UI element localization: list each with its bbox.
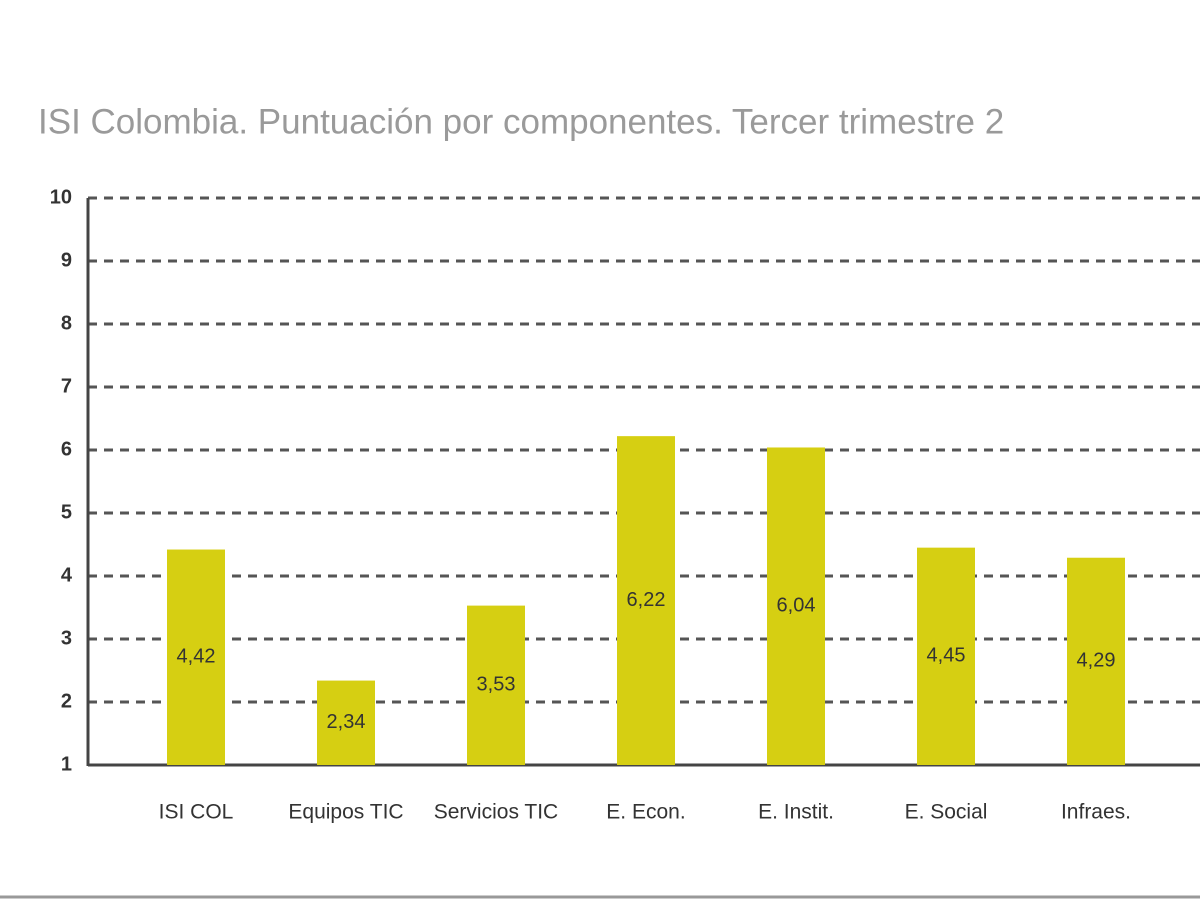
y-tick-label: 2 bbox=[61, 690, 72, 712]
y-tick-label: 7 bbox=[61, 375, 72, 397]
y-tick-label: 1 bbox=[61, 753, 72, 775]
value-label: 4,42 bbox=[177, 646, 216, 668]
x-tick-label: E. Social bbox=[905, 801, 988, 824]
x-tick-label: E. Econ. bbox=[606, 801, 685, 824]
bar bbox=[1067, 557, 1125, 765]
y-tick-label: 10 bbox=[50, 186, 72, 208]
value-label: 6,22 bbox=[627, 589, 666, 611]
x-tick-label: Servicios TIC bbox=[434, 801, 558, 824]
y-tick-label: 6 bbox=[61, 438, 72, 460]
bar bbox=[617, 436, 675, 765]
bar bbox=[917, 547, 975, 765]
chart-title: ISI Colombia. Puntuación por componentes… bbox=[38, 102, 1004, 141]
bar bbox=[167, 549, 225, 765]
value-label: 3,53 bbox=[477, 674, 516, 696]
x-tick-label: E. Instit. bbox=[758, 801, 834, 824]
bar bbox=[317, 680, 375, 765]
value-label: 4,45 bbox=[927, 645, 966, 667]
y-tick-label: 9 bbox=[61, 249, 72, 271]
x-tick-label: Equipos TIC bbox=[288, 801, 403, 824]
x-tick-label: ISI COL bbox=[159, 801, 234, 824]
bar bbox=[467, 605, 525, 765]
value-label: 2,34 bbox=[327, 711, 366, 733]
y-tick-label: 5 bbox=[61, 501, 72, 523]
bar bbox=[767, 447, 825, 765]
y-tick-label: 4 bbox=[61, 564, 73, 586]
x-tick-label: Infraes. bbox=[1061, 801, 1131, 824]
y-tick-label: 3 bbox=[61, 627, 72, 649]
value-label: 4,29 bbox=[1077, 650, 1116, 672]
y-tick-label: 8 bbox=[61, 312, 72, 334]
value-label: 6,04 bbox=[777, 595, 816, 617]
